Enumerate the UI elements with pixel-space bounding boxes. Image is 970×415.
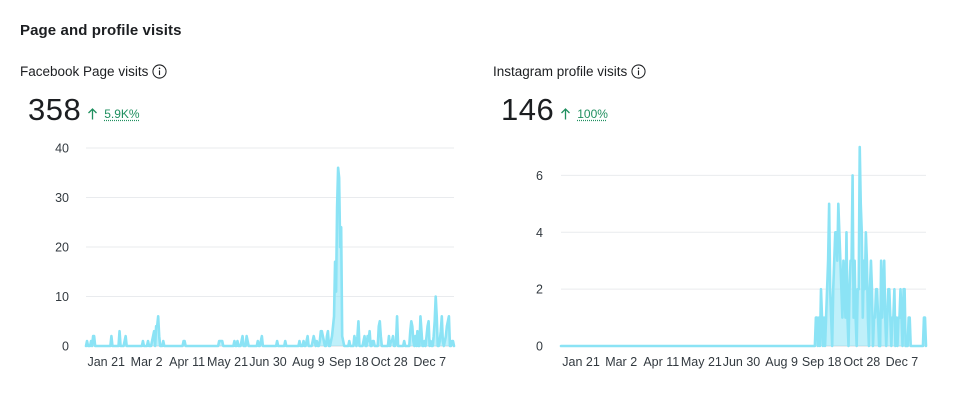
facebook-visits-change[interactable]: 5.9K% xyxy=(87,107,140,121)
series-line[interactable] xyxy=(84,166,456,348)
info-circle-icon[interactable] xyxy=(631,64,646,79)
instagram-visits-header: Instagram profile visits xyxy=(493,64,646,79)
x-tick-label: Apr 11 xyxy=(643,355,679,369)
x-tick-label: Dec 7 xyxy=(886,355,919,369)
facebook-visits-metric: 358 5.9K% xyxy=(28,92,140,128)
facebook-visits-change-value: 5.9K% xyxy=(104,107,140,121)
y-tick-label: 6 xyxy=(536,169,543,183)
y-tick-label: 40 xyxy=(55,142,69,156)
section-title: Page and profile visits xyxy=(20,22,182,39)
x-tick-label: Dec 7 xyxy=(413,355,446,369)
y-tick-label: 0 xyxy=(536,340,543,354)
x-tick-label: Aug 9 xyxy=(292,355,325,369)
x-tick-label: Oct 28 xyxy=(371,355,408,369)
arrow-up-icon xyxy=(88,108,98,120)
x-tick-label: Jun 30 xyxy=(723,355,761,369)
instagram-visits-panel: Instagram profile visits 146 100% 0 2 4 6 Ja… xyxy=(493,60,943,390)
y-tick-label: 4 xyxy=(536,226,543,240)
series-area xyxy=(86,167,454,346)
x-tick-label: May 21 xyxy=(681,355,722,369)
facebook-visits-panel: Facebook Page visits 358 5.9K% 0 10 20 30 40… xyxy=(20,60,460,390)
info-circle-icon[interactable] xyxy=(152,64,167,79)
instagram-visits-change[interactable]: 100% xyxy=(560,107,608,121)
y-tick-label: 20 xyxy=(55,241,69,255)
x-tick-label: Mar 2 xyxy=(605,355,637,369)
x-tick-label: Jan 21 xyxy=(87,355,125,369)
x-tick-label: Oct 28 xyxy=(843,355,880,369)
x-tick-label: May 21 xyxy=(207,355,248,369)
series-line[interactable] xyxy=(559,145,928,348)
instagram-visits-change-value: 100% xyxy=(577,107,608,121)
series-area xyxy=(561,147,926,346)
facebook-visits-label: Facebook Page visits xyxy=(20,64,149,79)
y-tick-label: 10 xyxy=(55,290,69,304)
instagram-visits-label: Instagram profile visits xyxy=(493,64,628,79)
arrow-up-icon xyxy=(561,108,571,120)
facebook-visits-total: 358 xyxy=(28,92,82,127)
y-tick-label: 0 xyxy=(62,340,69,354)
x-tick-label: Sep 18 xyxy=(802,355,842,369)
instagram-visits-metric: 146 100% xyxy=(501,92,608,128)
y-tick-label: 2 xyxy=(536,283,543,297)
x-tick-label: Apr 11 xyxy=(169,355,205,369)
x-tick-label: Jun 30 xyxy=(249,355,287,369)
instagram-visits-total: 146 xyxy=(501,92,555,127)
instagram-visits-chart: 0 2 4 6 Jan 21 Mar 2 Apr 11 May 21 Jun 30 Aug 9 Se… xyxy=(536,145,928,369)
facebook-visits-chart: 0 10 20 30 40 Jan 21 Mar 2 Apr 11 May 21 Jun 30 Au… xyxy=(55,142,456,369)
x-tick-label: Sep 18 xyxy=(329,355,369,369)
y-tick-label: 30 xyxy=(55,191,69,205)
x-tick-label: Aug 9 xyxy=(765,355,798,369)
x-tick-label: Mar 2 xyxy=(131,355,163,369)
x-tick-label: Jan 21 xyxy=(562,355,600,369)
facebook-visits-header: Facebook Page visits xyxy=(20,64,167,79)
